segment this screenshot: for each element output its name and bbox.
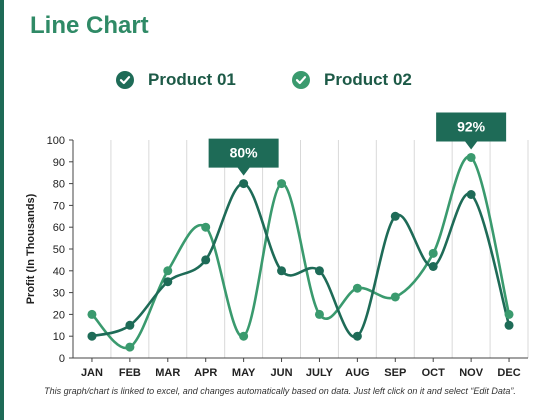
x-tick-label: FEB [119, 367, 141, 379]
data-point-product-01 [201, 255, 211, 265]
data-point-product-02 [125, 342, 135, 352]
y-tick-label: 30 [53, 288, 65, 300]
y-tick-label: 80 [53, 179, 65, 191]
data-point-product-02 [314, 309, 324, 319]
data-point-product-01 [428, 261, 438, 271]
data-point-product-01 [352, 331, 362, 341]
callout-box [436, 112, 507, 150]
check-circle-icon [292, 71, 310, 89]
y-tick-label: 0 [59, 353, 65, 365]
data-point-product-01 [466, 190, 476, 199]
data-point-product-01 [314, 266, 324, 276]
x-tick-label: AUG [345, 367, 369, 379]
x-tick-label: OCT [422, 367, 446, 379]
data-point-product-02 [239, 331, 249, 341]
data-point-product-01 [390, 211, 400, 221]
chart-legend: Product 01 Product 02 [0, 70, 560, 94]
y-tick-label: 40 [53, 266, 65, 278]
y-tick-label: 10 [53, 331, 65, 343]
data-point-product-02 [428, 248, 438, 258]
x-tick-label: APR [194, 367, 217, 379]
footnote: This graph/chart is linked to excel, and… [44, 386, 516, 396]
callout-label: 80% [230, 145, 259, 161]
y-tick-label: 90 [53, 157, 65, 169]
legend-label: Product 01 [148, 70, 236, 89]
data-point-product-01 [163, 277, 173, 287]
legend-item-product-01: Product 01 [116, 70, 236, 90]
x-tick-label: MAR [155, 367, 180, 379]
data-point-product-01 [277, 266, 287, 276]
x-tick-label: SEP [384, 367, 406, 379]
x-tick-label: DEC [497, 367, 520, 379]
y-axis-label: Profit (In Thousands) [25, 193, 37, 304]
x-tick-label: MAY [232, 367, 256, 379]
y-tick-label: 70 [53, 200, 65, 212]
y-tick-label: 20 [53, 309, 65, 321]
data-point-product-01 [239, 179, 249, 189]
check-circle-icon [116, 71, 134, 89]
data-point-product-02 [390, 292, 400, 302]
data-point-product-02 [277, 179, 287, 189]
y-tick-label: 60 [53, 222, 65, 234]
data-point-product-02 [352, 283, 362, 293]
page-title: Line Chart [30, 12, 149, 39]
data-point-product-01 [125, 320, 135, 330]
data-point-product-02 [466, 152, 476, 162]
callout-label: 92% [457, 118, 486, 134]
callout-box [208, 138, 279, 176]
data-point-product-01 [504, 320, 514, 330]
data-point-product-02 [163, 266, 173, 276]
x-tick-label: NOV [459, 367, 484, 379]
data-point-product-02 [504, 309, 514, 319]
x-tick-label: JUN [271, 367, 293, 379]
legend-label: Product 02 [324, 70, 412, 89]
data-point-product-01 [87, 331, 97, 341]
x-tick-label: JULY [306, 367, 334, 379]
y-tick-label: 100 [47, 135, 65, 147]
y-tick-label: 50 [53, 244, 65, 256]
accent-bar [0, 0, 4, 420]
data-point-product-02 [87, 309, 97, 319]
x-tick-label: JAN [81, 367, 103, 379]
legend-item-product-02: Product 02 [292, 70, 412, 90]
data-point-product-02 [201, 222, 211, 232]
